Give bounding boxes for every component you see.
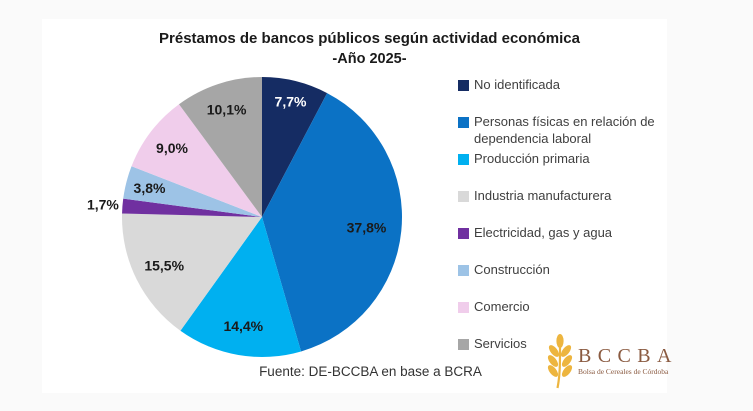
- source-note: Fuente: DE-BCCBA en base a BCRA: [259, 364, 482, 379]
- pie-slice-label: 14,4%: [223, 318, 263, 334]
- legend-label: No identificada: [474, 77, 560, 92]
- legend-label: Industria manufacturera: [474, 188, 612, 203]
- legend-item: Electricidad, gas y agua: [458, 225, 666, 262]
- logo-acronym: BCCBA: [578, 345, 678, 367]
- pie-slice-label: 9,0%: [156, 140, 188, 156]
- legend-swatch: [458, 302, 469, 313]
- legend-item: Construcción: [458, 262, 666, 299]
- pie-slice-label: 7,7%: [275, 94, 307, 110]
- pie-slice-7: [131, 104, 262, 217]
- legend-swatch: [458, 80, 469, 91]
- legend-item: Personas físicas en relación de dependen…: [458, 114, 666, 151]
- legend-label: Producción primaria: [474, 151, 590, 166]
- pie-chart: 7,7% 37,8% 14,4% 15,5% 1,7% 3,8% 9,0% 10,1%: [87, 77, 402, 357]
- pie-slice-label: 1,7%: [87, 197, 119, 213]
- title-block: Préstamos de bancos públicos según activ…: [57, 28, 682, 69]
- legend-item: Servicios: [458, 336, 666, 373]
- legend-swatch: [458, 191, 469, 202]
- wheat-icon: [547, 334, 573, 389]
- logo-text: BCCBA Bolsa de Cereales de Córdoba: [578, 345, 678, 377]
- legend-label: Personas físicas en relación de dependen…: [474, 114, 655, 146]
- legend-swatch: [458, 228, 469, 239]
- pie-slice-label: 37,8%: [347, 220, 387, 236]
- legend-label: Electricidad, gas y agua: [474, 225, 613, 240]
- legend-label: Servicios: [474, 336, 527, 351]
- legend-label: Comercio: [474, 299, 530, 314]
- pie-slice-6: [123, 166, 262, 217]
- pie-slice-4: [122, 213, 262, 331]
- pie-slice-label: 10,1%: [207, 101, 247, 117]
- legend-item: Industria manufacturera: [458, 188, 666, 225]
- pie-slice-1: [262, 77, 328, 217]
- legend-item: Comercio: [458, 299, 666, 336]
- logo-tagline: Bolsa de Cereales de Córdoba: [578, 367, 669, 376]
- legend-label: Construcción: [474, 262, 550, 277]
- legend: No identificada Personas físicas en relac…: [458, 77, 666, 373]
- pie-slice-2: [262, 93, 402, 352]
- pie-slice-8: [179, 77, 262, 217]
- legend-item: No identificada: [458, 77, 666, 114]
- chart-title: Préstamos de bancos públicos según activ…: [159, 30, 580, 47]
- chart-card: Préstamos de bancos públicos según activ…: [42, 19, 671, 393]
- legend-swatch: [458, 339, 469, 350]
- legend-swatch: [458, 265, 469, 276]
- legend-swatch: [458, 154, 469, 165]
- legend-item: Producción primaria: [458, 151, 666, 188]
- legend-swatch: [458, 117, 469, 128]
- pie-slice-label: 3,8%: [134, 180, 166, 196]
- pie-slice-3: [180, 217, 302, 357]
- pie-slice-label: 15,5%: [144, 258, 184, 274]
- pie-slice-5: [122, 198, 262, 217]
- chart-subtitle: -Año 2025-: [332, 51, 407, 67]
- bccba-logo: BCCBA Bolsa de Cereales de Córdoba: [547, 329, 712, 393]
